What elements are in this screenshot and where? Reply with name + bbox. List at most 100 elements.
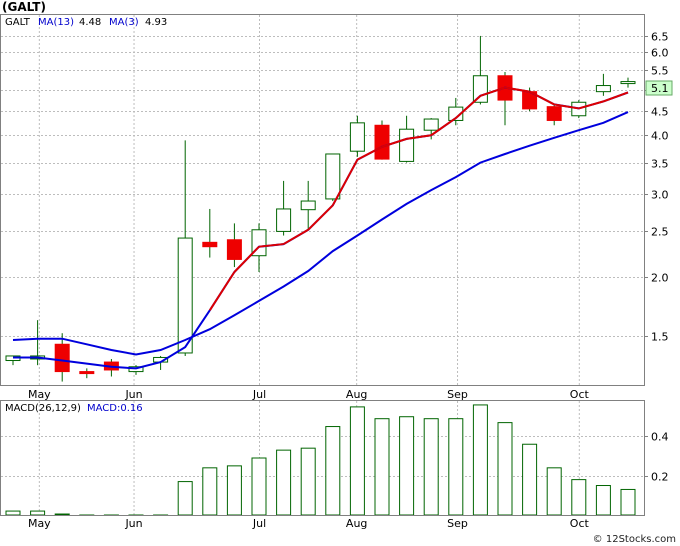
candle-up (595, 85, 611, 93)
candle-down (374, 124, 390, 160)
ma3-red-segment (307, 204, 334, 231)
macd-month-label: Oct (570, 517, 590, 530)
ma3-red-segment (331, 159, 359, 206)
last-price-label: 5.1 (651, 82, 669, 95)
ma3-red-segment (381, 137, 407, 148)
price-month-label: Jul (252, 388, 266, 401)
candle-up (448, 106, 464, 121)
macd-bar (300, 447, 316, 516)
macd-bar (522, 443, 538, 516)
last-price-box (645, 80, 673, 96)
macd-month-label: Jul (252, 517, 266, 530)
ma3-red-segment (406, 134, 432, 140)
macd-month-label: Sep (447, 517, 468, 530)
macd-bar (595, 485, 611, 516)
ma13-line (12, 111, 629, 356)
ma3-red-segment (504, 86, 530, 93)
legend-ma3-value: 4.93 (145, 17, 167, 28)
ma3-red-segment (283, 228, 309, 245)
candle-down (226, 239, 242, 260)
macd-axis: 0.4 0.2 (644, 431, 669, 484)
ma3-red-segment (529, 90, 555, 106)
ma3-red-segments (208, 86, 629, 311)
price-tick-label: 5.5 (651, 65, 669, 78)
ma3-red-segment (554, 103, 579, 110)
candle-up (620, 81, 636, 85)
price-month-label: May (28, 388, 51, 401)
price-month-label: Oct (570, 388, 590, 401)
macd-histogram (5, 404, 636, 516)
candle-up (325, 153, 341, 200)
macd-bar (202, 467, 218, 516)
macd-month-label: Jun (124, 517, 142, 530)
candle-up (423, 118, 439, 131)
ma3-red-segment (578, 100, 604, 110)
macd-bar (5, 510, 21, 516)
macd-bar (546, 467, 562, 516)
candle-up (276, 208, 292, 232)
ma3-red-segment (233, 245, 260, 273)
legend-symbol: GALT (5, 17, 31, 28)
price-tick-label: 6.5 (651, 31, 669, 44)
candle-down (546, 106, 562, 121)
macd-bar (30, 510, 46, 516)
candle-up (399, 128, 415, 162)
ma3-red-segment (603, 91, 629, 103)
macd-label: MACD(26,12,9) (5, 403, 81, 414)
ma3-red-segment (356, 145, 383, 161)
macd-bar (325, 426, 341, 516)
ma3-red-segment (455, 95, 482, 119)
macd-bar (374, 418, 390, 516)
macd-bar (54, 513, 70, 516)
price-tick-label: 1.5 (651, 331, 669, 344)
macd-bar (226, 465, 242, 516)
candle-up (300, 200, 316, 211)
legend-ma13-value: 4.48 (79, 17, 101, 28)
macd-bar (423, 418, 439, 516)
price-axis: 6.56.05.55.04.54.03.53.02.52.01.5 (644, 31, 669, 344)
ma3-red-segment (258, 243, 284, 248)
candle-down (79, 371, 95, 375)
macd-bar (448, 418, 464, 516)
macd-value-label: MACD:0.16 (87, 403, 143, 414)
legend-ma3-label: MA(3) (109, 17, 139, 28)
macd-bar (276, 449, 292, 516)
macd-bar (620, 488, 636, 516)
price-tick-label: 2.5 (651, 226, 669, 239)
macd-bar (399, 416, 415, 516)
price-month-label: Jun (124, 388, 142, 401)
price-tick-label: 3.0 (651, 189, 669, 202)
candle-up (177, 237, 193, 354)
macd-bar (497, 422, 513, 516)
price-tick-label: 6.0 (651, 47, 669, 60)
price-month-label: Aug (346, 388, 367, 401)
price-tick-label: 3.5 (651, 158, 669, 171)
price-panel-frame (0, 14, 645, 386)
macd-bar (177, 481, 193, 516)
macd-month-label: Aug (346, 517, 367, 530)
candle-down (54, 343, 70, 373)
watermark: © 12Stocks.com (593, 534, 676, 545)
price-tick-label: 4.5 (651, 106, 669, 119)
macd-month-label: May (28, 517, 51, 530)
macd-bar (251, 457, 267, 516)
candlestick-series (5, 35, 636, 382)
candle-up (349, 122, 365, 152)
ma3-red-segment (208, 271, 236, 311)
price-month-axis: May Jun Jul Aug Sep Oct (28, 388, 590, 401)
macd-bar (472, 404, 488, 516)
macd-tick-label: 0.2 (651, 471, 669, 484)
price-tick-label: 4.0 (651, 130, 669, 143)
ticker-title: (GALT) (2, 0, 46, 14)
macd-bar (571, 479, 587, 516)
macd-tick-label: 0.4 (651, 431, 669, 444)
ma3-line (13, 86, 629, 370)
macd-bar (349, 406, 365, 516)
macd-panel-frame (0, 400, 645, 516)
candle-up (472, 75, 488, 103)
ma3-red-segment (480, 86, 506, 97)
ma3-red-segment (430, 117, 457, 137)
legend-ma13-label: MA(13) (38, 17, 74, 28)
price-tick-label: 2.0 (651, 272, 669, 285)
